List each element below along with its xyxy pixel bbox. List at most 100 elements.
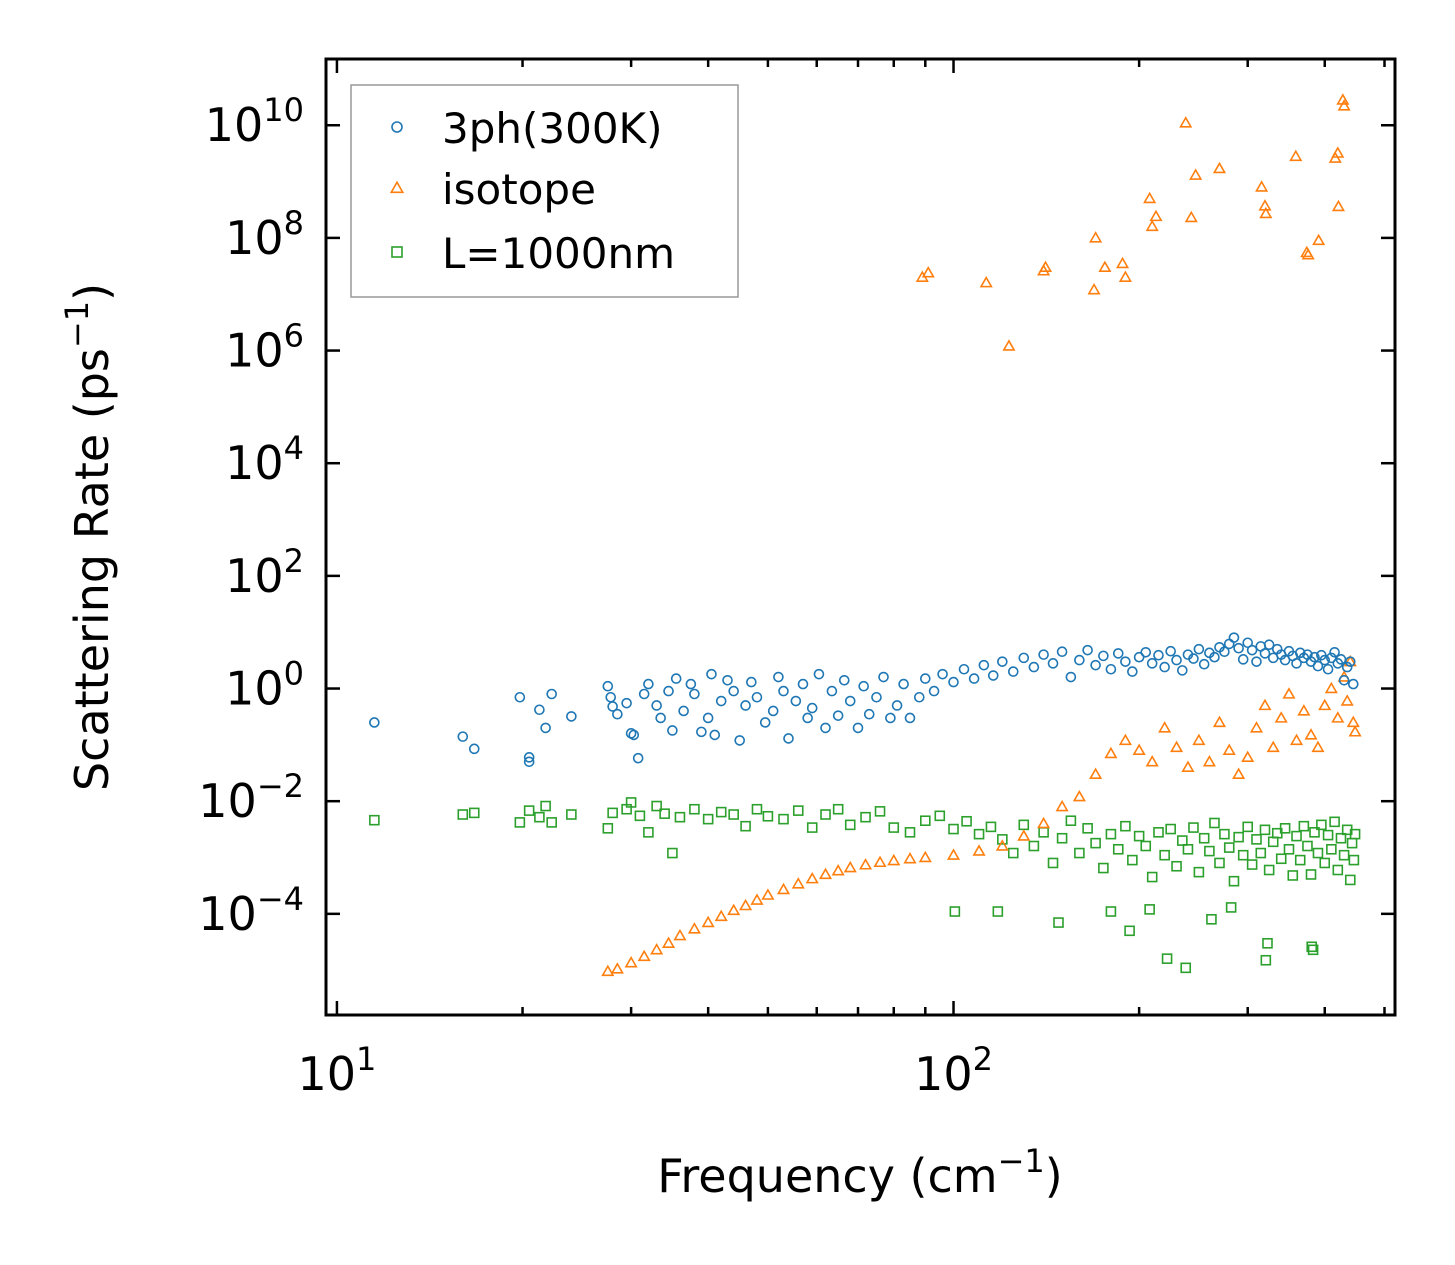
data-point — [1283, 843, 1295, 855]
x-axis-title-text: Frequency (cm — [657, 1149, 997, 1203]
data-point — [1146, 871, 1158, 883]
data-point — [1055, 799, 1069, 812]
data-point — [1241, 750, 1255, 763]
data-point — [948, 676, 959, 688]
data-point — [1145, 219, 1159, 232]
data-point — [651, 700, 662, 711]
data-point — [759, 717, 771, 728]
data-point — [1312, 847, 1324, 859]
x-tick-label: 102 — [914, 1040, 993, 1101]
data-point — [820, 722, 831, 734]
data-point — [1274, 711, 1288, 723]
data-point — [1177, 665, 1188, 676]
x-axis-title-sup: −1 — [998, 1142, 1045, 1180]
legend-markers — [389, 121, 405, 258]
data-point — [863, 708, 875, 720]
plot-frame — [324, 57, 1397, 1017]
data-point — [663, 685, 674, 697]
data-point — [1237, 849, 1249, 861]
data-point — [1007, 847, 1019, 859]
data-point — [873, 855, 887, 868]
data-point — [992, 906, 1004, 917]
data-point — [715, 806, 727, 818]
data-point — [534, 811, 545, 823]
data-point — [1335, 654, 1347, 665]
data-point — [1120, 656, 1131, 667]
data-point — [540, 800, 551, 812]
legend-marker-circle — [391, 121, 403, 133]
data-point — [715, 695, 727, 707]
data-point — [685, 678, 697, 690]
data-point — [1189, 168, 1203, 180]
data-point — [1301, 248, 1315, 260]
x-tick-label-exp: 2 — [973, 1040, 993, 1078]
data-point — [1053, 917, 1064, 928]
data-point — [740, 700, 751, 711]
y-axis-title-sup: −1 — [58, 301, 96, 348]
data-point — [624, 956, 638, 968]
data-point — [1127, 854, 1138, 866]
data-point — [948, 823, 959, 835]
data-point — [1344, 656, 1356, 667]
data-layer — [369, 93, 1362, 977]
data-point — [1259, 648, 1271, 659]
data-point — [903, 851, 917, 864]
y-tick-label: 10−2 — [198, 767, 304, 828]
data-point — [540, 722, 551, 734]
data-point — [610, 962, 624, 974]
data-point — [1180, 962, 1192, 974]
data-point — [1028, 661, 1040, 673]
data-point — [1090, 837, 1101, 849]
data-point — [1098, 862, 1109, 874]
data-point — [740, 820, 751, 832]
data-point — [621, 697, 632, 709]
data-point — [1275, 853, 1287, 865]
data-point — [1089, 231, 1103, 243]
data-point — [949, 906, 961, 917]
data-point — [1133, 830, 1145, 842]
data-point — [1153, 649, 1164, 661]
data-point — [1038, 649, 1049, 660]
data-point — [734, 735, 745, 746]
data-point — [1335, 832, 1347, 844]
data-point — [1307, 944, 1319, 956]
data-point — [806, 702, 818, 714]
data-point — [1347, 678, 1359, 690]
data-point — [670, 673, 682, 684]
data-point — [1202, 755, 1216, 767]
data-point — [523, 752, 535, 763]
data-point — [667, 725, 678, 736]
data-point — [457, 731, 469, 742]
data-point — [802, 712, 813, 724]
data-point — [1233, 642, 1244, 654]
data-point — [860, 811, 871, 823]
y-tick-label-base: 10 — [225, 549, 284, 603]
data-point — [702, 712, 714, 724]
data-point — [687, 922, 701, 934]
data-point — [805, 871, 819, 884]
data-point — [1104, 746, 1118, 759]
data-point — [792, 805, 804, 816]
y-tick-label-base: 10 — [225, 324, 284, 378]
data-point — [1124, 925, 1135, 937]
data-point — [1007, 666, 1019, 677]
data-point — [1249, 721, 1264, 733]
data-point — [1255, 180, 1269, 192]
data-point — [514, 817, 526, 828]
data-point — [783, 733, 794, 744]
data-point — [987, 670, 999, 681]
series-square — [369, 797, 1361, 974]
data-point — [838, 674, 850, 686]
data-point — [832, 803, 844, 815]
data-point — [1309, 651, 1320, 663]
data-point — [1291, 658, 1302, 669]
data-point — [973, 828, 985, 840]
data-point — [874, 806, 886, 817]
data-point — [797, 678, 809, 690]
data-point — [607, 701, 618, 712]
data-point — [1056, 646, 1068, 658]
data-point — [1219, 828, 1230, 840]
data-point — [972, 844, 986, 856]
data-point — [701, 915, 715, 928]
y-tick-label-exp: 0 — [284, 655, 304, 693]
